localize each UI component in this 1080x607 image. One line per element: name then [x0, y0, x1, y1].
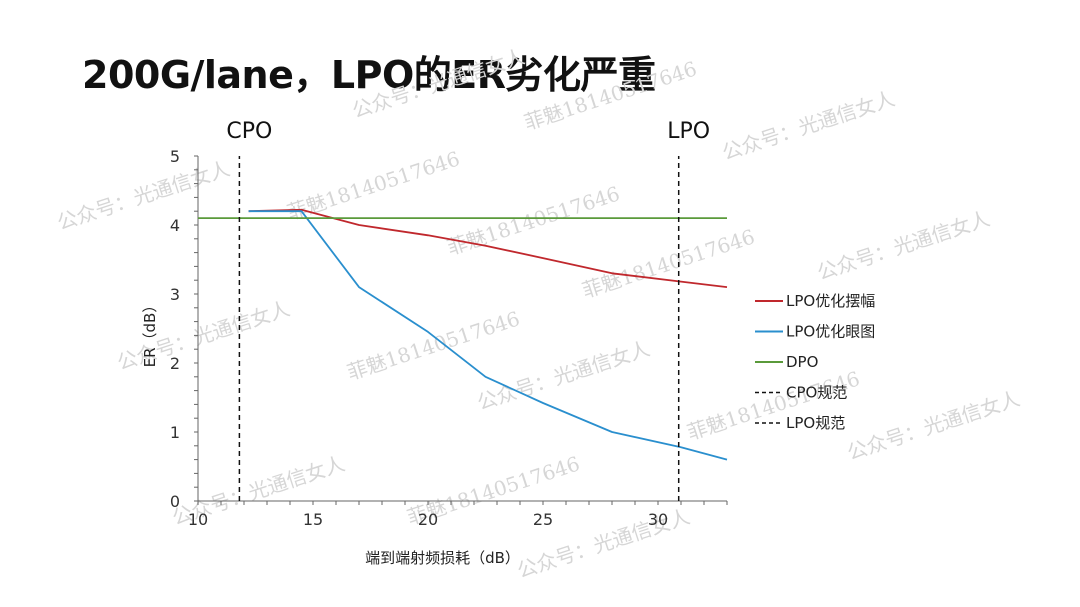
x-tick-label: 25	[533, 510, 553, 529]
legend: LPO优化摆幅 LPO优化眼图 DPO CPO规范 LPO规范	[755, 292, 875, 432]
series-layer: CPO LPO	[198, 119, 728, 501]
legend-label: LPO优化摆幅	[786, 292, 875, 310]
y-tick-label: 5	[170, 147, 180, 166]
y-tick-label: 4	[170, 216, 180, 235]
x-tick-label: 15	[303, 510, 323, 529]
series-line	[248, 210, 728, 461]
watermark-text: 菲魅18140517646	[344, 306, 523, 384]
watermark-text: 菲魅18140517646	[444, 181, 623, 259]
watermark-text: 菲魅18140517646	[579, 224, 758, 302]
watermark-text: 公众号：光通信女人	[474, 336, 653, 414]
watermark-text: 公众号：光通信女人	[814, 206, 993, 284]
y-tick-label: 2	[170, 354, 180, 373]
x-tick-label: 30	[648, 510, 668, 529]
x-tick-label: 20	[418, 510, 438, 529]
legend-label: DPO	[786, 353, 818, 371]
legend-label: LPO优化眼图	[786, 323, 875, 341]
y-tick-label: 3	[170, 285, 180, 304]
watermark-text: 菲魅18140517646	[684, 366, 863, 444]
spec-label: CPO	[226, 119, 272, 144]
legend-label: CPO规范	[786, 384, 847, 402]
series-line	[248, 208, 728, 288]
x-axis-title: 端到端射频损耗（dB）	[365, 549, 520, 567]
slide-title: 200G/lane，LPO的ER劣化严重	[82, 53, 656, 97]
legend-label: LPO规范	[786, 414, 845, 432]
y-tick-label: 1	[170, 423, 180, 442]
spec-label: LPO	[667, 119, 710, 144]
watermark-layer: 公众号：光通信女人公众号：光通信女人公众号：光通信女人菲魅18140517646…	[54, 44, 1023, 582]
y-axis-title: ER（dB）	[141, 298, 159, 368]
axes: 10 15 20 25 30 0 1 2 3 4 5 端到端射频损耗（dB） ER（dB）	[141, 147, 728, 567]
watermark-text: 公众号：光通信女人	[349, 44, 528, 122]
y-tick-label: 0	[170, 492, 180, 511]
watermark-text: 公众号：光通信女人	[719, 86, 898, 164]
watermark-text: 公众号：光通信女人	[54, 156, 233, 234]
x-tick-label: 10	[188, 510, 208, 529]
watermark-text: 公众号：光通信女人	[844, 386, 1023, 464]
